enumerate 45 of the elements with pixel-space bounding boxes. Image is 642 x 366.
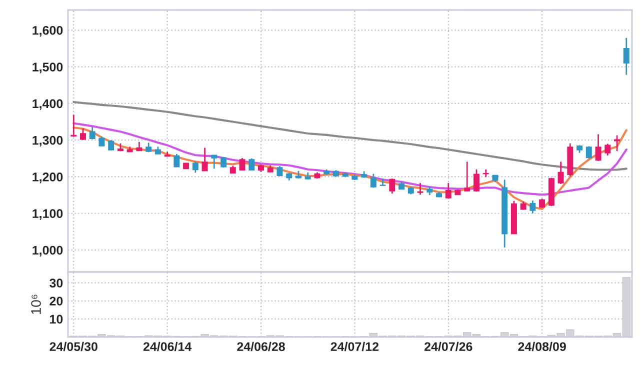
candlestick	[586, 146, 592, 160]
x-tick-label: 24/06/14	[143, 342, 192, 352]
y-tick-label: 1,100	[32, 209, 63, 220]
candlestick	[473, 168, 480, 192]
y-tick-label: 1,000	[32, 246, 63, 256]
y-tick-label: 1,300	[32, 136, 63, 147]
candlestick	[445, 182, 452, 200]
candlestick	[211, 154, 218, 170]
candlestick	[276, 165, 283, 178]
candlestick	[370, 173, 376, 188]
y-tick-label: 1,600	[32, 26, 63, 37]
candlestick	[174, 153, 180, 168]
candlestick	[417, 182, 424, 196]
candlestick	[192, 160, 198, 174]
line-series	[72, 126, 628, 210]
candlestick	[539, 198, 546, 209]
candlestick	[530, 200, 536, 214]
candlestick	[623, 37, 630, 76]
x-tick-label: 24/07/26	[424, 342, 472, 352]
candlestick	[239, 157, 246, 172]
y-tick-label: 1,200	[32, 172, 63, 184]
line-series	[72, 100, 628, 171]
candlestick	[604, 143, 611, 156]
candlestick	[595, 134, 602, 162]
y-axis-title: 10⁶	[31, 294, 41, 314]
x-tick-label: 24/05/30	[50, 342, 98, 352]
y-tick-label: 10	[50, 314, 63, 324]
x-tick-label: 24/06/28	[237, 342, 285, 352]
y-tick-label: 30	[50, 278, 63, 288]
candlestick	[248, 158, 255, 172]
candlestick	[464, 161, 470, 192]
candlestick	[70, 114, 77, 138]
y-tick-label: 20	[50, 296, 63, 306]
candlestick	[389, 178, 396, 194]
y-tick-label: 1,400	[32, 99, 63, 110]
candlestick	[98, 136, 105, 147]
candlestick	[202, 147, 208, 172]
candlestick	[89, 126, 96, 140]
candlestick	[558, 161, 564, 185]
x-tick-label: 24/07/12	[330, 342, 379, 352]
candlestick	[108, 139, 114, 152]
x-tick-label: 24/08/09	[518, 342, 566, 352]
candlestick	[482, 168, 489, 178]
y-tick-label: 1,500	[32, 62, 63, 74]
line-series	[72, 122, 628, 196]
